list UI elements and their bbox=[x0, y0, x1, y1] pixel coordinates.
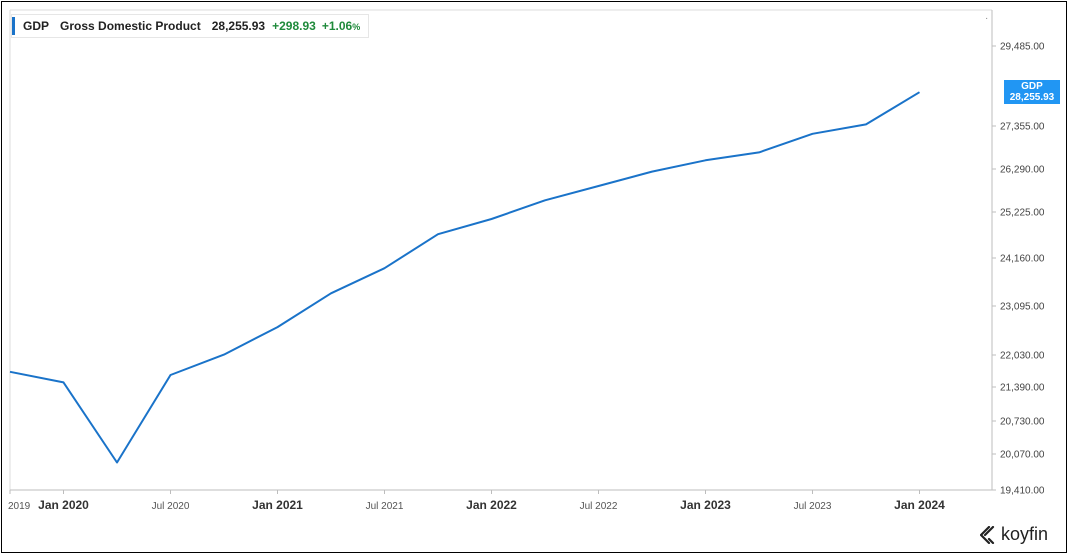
y-tick-label: 20,070.00 bbox=[1000, 450, 1045, 461]
data-point-jul-2023[interactable] bbox=[810, 131, 816, 137]
y-tick-label: 21,390.00 bbox=[1000, 383, 1045, 394]
y-tick-label: 19,410.00 bbox=[1000, 486, 1045, 497]
legend-percent-sign: % bbox=[352, 22, 361, 32]
data-point-jul-2022[interactable] bbox=[596, 183, 602, 189]
data-point-jan-2024[interactable] bbox=[917, 89, 923, 95]
data-point-apr-2020[interactable] bbox=[114, 460, 120, 466]
koyfin-logo-text: koyfin bbox=[1001, 524, 1049, 544]
legend-percent-value: +1.06 bbox=[321, 19, 353, 33]
x-tick-label: Jan 2020 bbox=[38, 498, 89, 512]
x-tick-label: Jul 2020 bbox=[152, 501, 190, 512]
data-point-oct-2019[interactable] bbox=[7, 369, 13, 375]
x-tick-label: Jul 2022 bbox=[580, 501, 618, 512]
x-tick-label: Jan 2021 bbox=[252, 498, 303, 512]
series-legend[interactable]: GDP Gross Domestic Product 28,255.93 +29… bbox=[11, 14, 370, 38]
x-tick-label: Jul 2021 bbox=[366, 501, 404, 512]
y-tick-label: 27,355.00 bbox=[1000, 122, 1045, 133]
series-color-bar bbox=[12, 17, 15, 35]
data-point-jan-2023[interactable] bbox=[703, 157, 709, 163]
koyfin-logo-icon bbox=[980, 525, 995, 544]
data-point-jan-2020[interactable] bbox=[61, 379, 67, 385]
last-value-tag: GDP 28,255.93 bbox=[1004, 80, 1060, 104]
chart-menu-dot[interactable]: · bbox=[985, 13, 989, 24]
series-line-gdp[interactable] bbox=[9, 91, 921, 464]
legend-series-name: Gross Domestic Product bbox=[60, 19, 201, 33]
y-tick-label: 23,095.00 bbox=[1000, 302, 1045, 313]
data-point-oct-2023[interactable] bbox=[863, 121, 869, 127]
y-axis-ticks: 29,485.00 27,355.00 26,290.00 25,225.00 24,1… bbox=[992, 42, 1045, 497]
y-tick-label: 24,160.00 bbox=[1000, 254, 1045, 265]
y-tick-label: 25,225.00 bbox=[1000, 208, 1045, 219]
data-point-oct-2021[interactable] bbox=[435, 231, 441, 237]
x-tick-label: Jan 2023 bbox=[680, 498, 731, 512]
x-tick-label: Jan 2022 bbox=[466, 498, 517, 512]
x-tick-label: 2019 bbox=[8, 501, 31, 512]
series-layer bbox=[7, 89, 923, 466]
legend-ticker: GDP bbox=[23, 19, 50, 33]
x-axis-ticks: 2019 Jan 2020 Jul 2020 Jan 2021 Jul 2021 Jan … bbox=[8, 490, 945, 512]
legend-percent-change: +1.06% bbox=[322, 19, 360, 33]
data-point-jul-2020[interactable] bbox=[168, 372, 174, 378]
x-tick-label: Jan 2024 bbox=[894, 498, 945, 512]
x-tick-label: Jul 2023 bbox=[794, 501, 832, 512]
legend-change: +298.93 bbox=[272, 19, 316, 33]
data-point-apr-2023[interactable] bbox=[756, 149, 762, 155]
data-point-jan-2021[interactable] bbox=[275, 324, 281, 330]
legend-value: 28,255.93 bbox=[211, 19, 266, 33]
data-point-oct-2022[interactable] bbox=[649, 169, 655, 175]
data-point-jan-2022[interactable] bbox=[489, 216, 495, 222]
y-tick-label: 22,030.00 bbox=[1000, 351, 1045, 362]
data-point-oct-2020[interactable] bbox=[221, 352, 227, 358]
last-value-tag-label: GDP bbox=[1021, 81, 1043, 92]
data-point-apr-2022[interactable] bbox=[542, 197, 548, 203]
y-tick-label: 26,290.00 bbox=[1000, 165, 1045, 176]
koyfin-logo: koyfin bbox=[980, 524, 1048, 545]
y-tick-label: 29,485.00 bbox=[1000, 42, 1045, 53]
last-value-tag-value: 28,255.93 bbox=[1009, 92, 1055, 103]
data-point-apr-2021[interactable] bbox=[328, 290, 334, 296]
y-tick-label: 20,730.00 bbox=[1000, 417, 1045, 428]
data-point-jul-2021[interactable] bbox=[382, 265, 388, 271]
